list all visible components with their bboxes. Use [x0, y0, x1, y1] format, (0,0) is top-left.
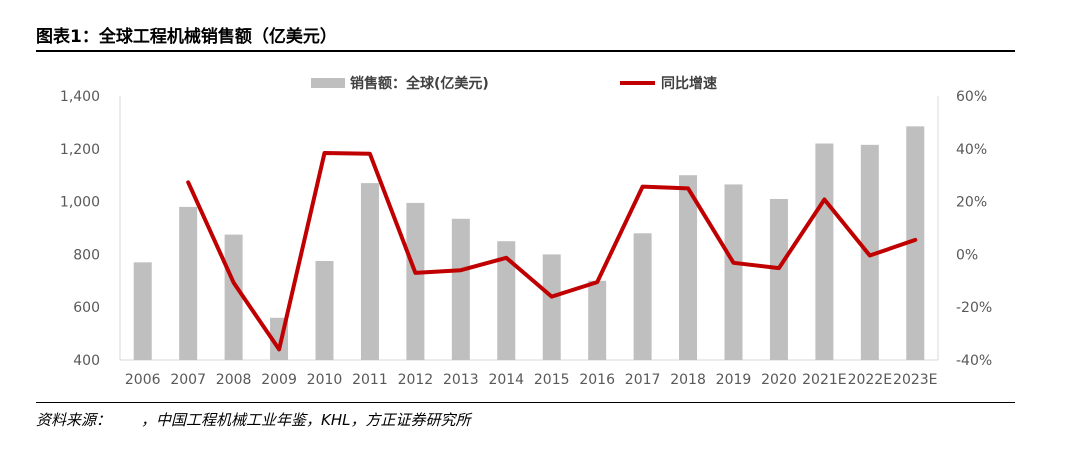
- legend-line-label: 同比增速: [661, 75, 717, 92]
- bar: [406, 202, 425, 360]
- line-point: [277, 347, 281, 351]
- chart-title: 图表1：全球工程机械销售额（亿美元）: [36, 27, 337, 47]
- bar: [179, 206, 198, 360]
- y-left-tick-label: 800: [73, 247, 100, 263]
- line-point: [686, 186, 690, 190]
- y-right-tick-label: -20%: [956, 300, 992, 316]
- bar: [360, 183, 379, 360]
- x-tick-label: 2012: [398, 372, 434, 388]
- chart-area: 400 600 800 1,000 1,200 1,400 -40% -20% 0% 20% 40%…: [0, 50, 1067, 400]
- line-point: [368, 152, 372, 156]
- bar: [724, 184, 743, 360]
- source-note: 资料来源： ，中国工程机械工业年鉴，KHL，方正证券研究所: [36, 411, 471, 429]
- bar: [133, 262, 152, 360]
- line-point: [550, 295, 554, 299]
- source-bar: 资料来源： ，中国工程机械工业年鉴，KHL，方正证券研究所: [36, 402, 1015, 429]
- x-tick-label: 2023E: [893, 372, 937, 388]
- line-point: [822, 197, 826, 201]
- bar: [542, 254, 561, 360]
- x-tick-label: 2007: [170, 372, 206, 388]
- x-tick-label: 2008: [216, 372, 252, 388]
- x-tick-label: 2006: [125, 372, 161, 388]
- line-point: [595, 280, 599, 284]
- y-left-tick-label: 600: [73, 300, 100, 316]
- x-tick-label: 2009: [261, 372, 297, 388]
- y-right-tick-label: 60%: [956, 89, 987, 105]
- line-point: [459, 268, 463, 272]
- y-left-tick-label: 400: [73, 353, 100, 369]
- x-tick-label: 2014: [488, 372, 524, 388]
- bar: [224, 234, 243, 360]
- bar: [451, 218, 470, 360]
- legend-bar-swatch: [311, 78, 345, 88]
- line-point: [868, 253, 872, 257]
- x-tick-label: 2013: [443, 372, 479, 388]
- line-point: [323, 151, 326, 155]
- x-tick-label: 2015: [534, 372, 570, 388]
- y-right-tick-label: 40%: [956, 142, 987, 158]
- x-tick-label: 2022E: [848, 372, 892, 388]
- bar: [815, 143, 834, 360]
- line-point: [732, 261, 735, 265]
- y-left-tick-label: 1,400: [60, 89, 100, 105]
- x-tick-label: 2017: [625, 372, 661, 388]
- y-left-tick-label: 1,000: [60, 195, 100, 211]
- line-point: [232, 281, 236, 285]
- bar: [906, 126, 925, 360]
- bar: [633, 233, 652, 360]
- y-right-tick-label: 20%: [956, 195, 987, 211]
- line-point: [186, 180, 190, 184]
- title-bar: 图表1：全球工程机械销售额（亿美元）: [36, 22, 1015, 52]
- x-tick-label: 2010: [307, 372, 343, 388]
- y-right-tick-label: -40%: [956, 353, 992, 369]
- bar: [769, 198, 788, 360]
- x-tick-label: 2021E: [802, 372, 846, 388]
- x-tick-label: 2016: [579, 372, 615, 388]
- y-right-tick-label: 0%: [956, 247, 978, 263]
- x-tick-label: 2018: [670, 372, 706, 388]
- line-point: [777, 266, 781, 270]
- bar: [315, 261, 334, 360]
- line-point: [504, 256, 508, 260]
- line-point: [413, 271, 417, 275]
- x-tick-label: 2019: [716, 372, 752, 388]
- bar: [497, 241, 516, 360]
- line-point: [641, 185, 645, 189]
- combo-chart: 400 600 800 1,000 1,200 1,400 -40% -20% 0% 20% 40%…: [60, 75, 992, 388]
- bar: [679, 175, 698, 360]
- x-tick-label: 2011: [352, 372, 388, 388]
- bar: [588, 280, 607, 360]
- y-left-tick-label: 1,200: [60, 142, 100, 158]
- x-tick-label: 2020: [761, 372, 797, 388]
- legend-bar-label: 销售额：全球(亿美元): [350, 75, 489, 92]
- line-point: [913, 238, 917, 242]
